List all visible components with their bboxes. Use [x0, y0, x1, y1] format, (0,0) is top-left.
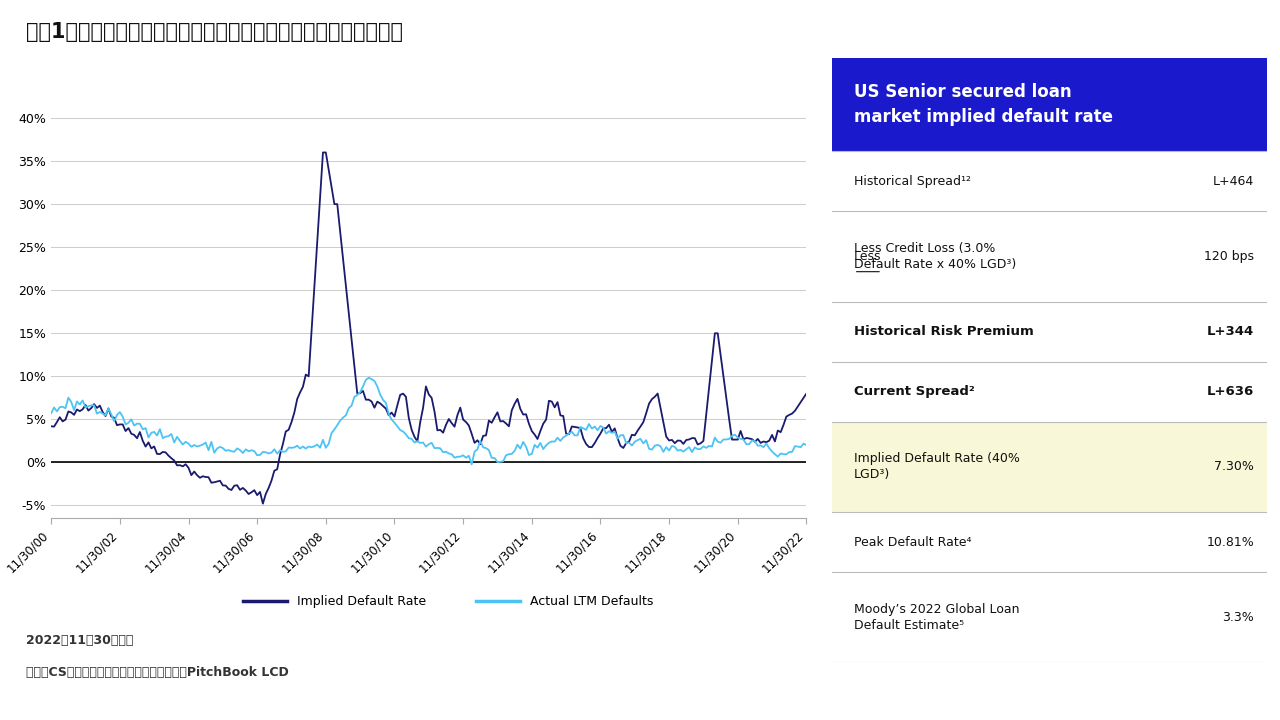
Text: Historical Risk Premium: Historical Risk Premium — [854, 325, 1033, 338]
Text: L+344: L+344 — [1207, 325, 1254, 338]
Text: L+636: L+636 — [1207, 385, 1254, 398]
Text: Historical Spread¹²: Historical Spread¹² — [854, 175, 970, 188]
Text: Less Credit Loss (3.0%
Default Rate x 40% LGD³): Less Credit Loss (3.0% Default Rate x 40… — [854, 242, 1016, 271]
Text: 10.81%: 10.81% — [1206, 536, 1254, 549]
Text: L+464: L+464 — [1213, 175, 1254, 188]
Text: 7.30%: 7.30% — [1215, 461, 1254, 474]
Text: 出所：CSレバレッジドローンインデックス、PitchBook LCD: 出所：CSレバレッジドローンインデックス、PitchBook LCD — [26, 666, 288, 679]
FancyBboxPatch shape — [832, 58, 1267, 151]
Text: 2022年11月30日時点: 2022年11月30日時点 — [26, 634, 133, 647]
Text: Peak Default Rate⁴: Peak Default Rate⁴ — [854, 536, 972, 549]
Text: Implied Default Rate (40%
LGD³): Implied Default Rate (40% LGD³) — [854, 452, 1020, 482]
Bar — [832, 422, 1267, 512]
Text: Current Spread²: Current Spread² — [854, 385, 974, 398]
Text: 120 bps: 120 bps — [1204, 250, 1254, 263]
Text: Less: Less — [854, 250, 881, 263]
Legend: Implied Default Rate, Actual LTM Defaults: Implied Default Rate, Actual LTM Default… — [238, 590, 658, 613]
Text: 図表1：実際のデフォルト率とインプライド・デフォルト率の推移: 図表1：実際のデフォルト率とインプライド・デフォルト率の推移 — [26, 22, 403, 42]
Text: 3.3%: 3.3% — [1222, 611, 1254, 624]
Text: US Senior secured loan
market implied default rate: US Senior secured loan market implied de… — [854, 83, 1112, 126]
Text: Moody’s 2022 Global Loan
Default Estimate⁵: Moody’s 2022 Global Loan Default Estimat… — [854, 603, 1019, 632]
